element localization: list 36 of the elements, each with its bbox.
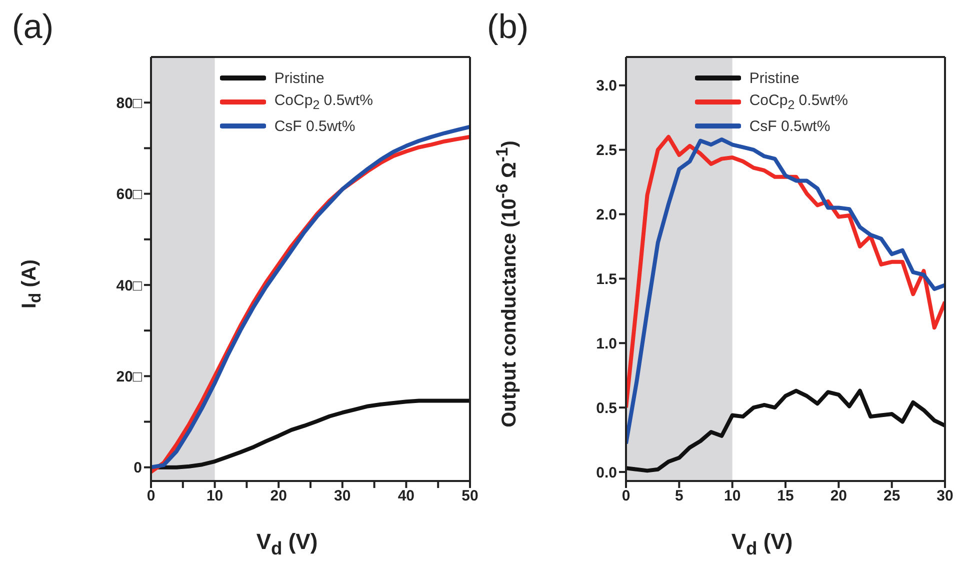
legend-label: CoCp$_{2}$ 0.5wt% [274, 92, 373, 112]
y-tick-label: 2.0 [596, 206, 617, 224]
x-tick-label: 10 [724, 488, 741, 505]
legend-label: CoCp$_{2}$ 0.5wt% [749, 92, 848, 112]
legend-label: CsF 0.5wt% [749, 118, 830, 134]
legend-label: CsF 0.5wt% [274, 118, 356, 134]
y-tick-label: 1.0 [596, 335, 617, 352]
x-tick-label: 15 [777, 488, 794, 505]
x-tick-label: 50 [462, 488, 478, 505]
x-tick-label: 30 [334, 488, 351, 505]
x-tick-label: 10 [206, 488, 224, 505]
chart-title: (a) [12, 8, 54, 47]
legend-label: Pristine [749, 70, 800, 86]
y-tick-label: 0.5 [596, 400, 617, 417]
legend-label: Pristine [274, 70, 324, 86]
y-tick-label: 40□ [116, 277, 143, 294]
x-tick-label: 20 [270, 488, 287, 505]
y-tick-label: 1.5 [596, 270, 617, 288]
x-tick-label: 30 [936, 488, 954, 505]
y-tick-label: 60□ [116, 186, 143, 204]
x-tick-label: 20 [830, 488, 848, 505]
line-series [626, 388, 945, 473]
chart-title: (b) [487, 8, 529, 47]
x-axis-title: V$_{d}$ (V) [255, 528, 319, 559]
y-tick-label: 3.0 [596, 78, 617, 95]
y-tick-label: 20□ [116, 368, 143, 386]
x-tick-label: 0 [622, 488, 630, 505]
x-axis-title: V$_{d}$ (V) [730, 528, 794, 559]
y-tick-label: 80□ [116, 94, 143, 112]
y-tick-label: 2.5 [596, 142, 617, 160]
x-tick-label: 25 [883, 488, 900, 505]
x-tick-label: 5 [674, 488, 684, 505]
y-tick-label: 0.0 [596, 464, 617, 482]
x-tick-label: 0 [146, 488, 156, 505]
y-tick-label: 0 [134, 460, 142, 477]
x-tick-label: 40 [398, 488, 415, 505]
